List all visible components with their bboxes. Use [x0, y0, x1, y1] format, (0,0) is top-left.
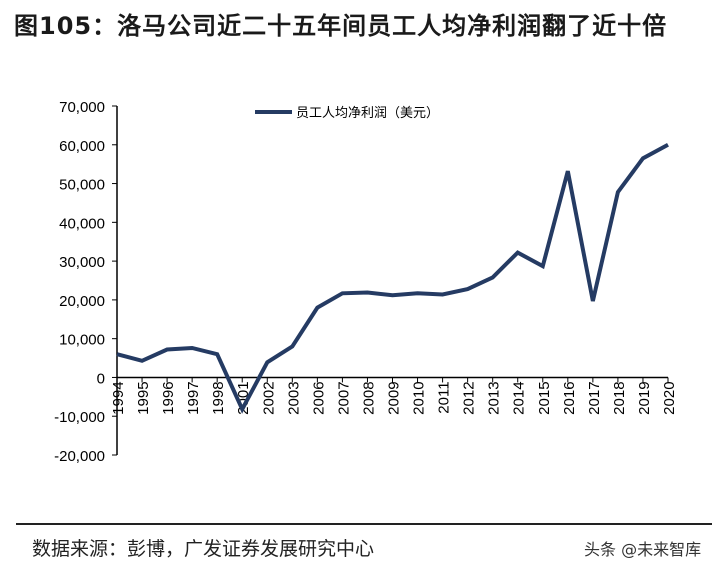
legend-label: 员工人均净利润（美元） — [296, 106, 439, 121]
x-tick-label: 2010 — [411, 381, 428, 414]
y-tick-label: 50,000 — [59, 177, 105, 194]
y-tick-label: 70,000 — [59, 99, 105, 116]
x-tick-label: 2017 — [586, 381, 603, 414]
x-tick-label: 2006 — [310, 381, 327, 414]
x-tick-label: 2020 — [661, 381, 678, 414]
divider — [16, 523, 712, 525]
x-tick-label: 1996 — [160, 381, 177, 414]
x-tick-label: 2015 — [536, 381, 553, 414]
x-tick-label: 2008 — [360, 381, 377, 414]
line-chart: 70,000 60,000 50,000 40,000 30,000 20,000 10,0… — [54, 99, 678, 465]
x-tick-label: 2014 — [511, 381, 528, 414]
x-tick-label: 1995 — [135, 381, 152, 414]
watermark: 头条 @未来智库 — [584, 540, 702, 559]
x-tick-label: 2009 — [386, 381, 403, 414]
y-tick-label: -10,000 — [54, 409, 105, 426]
series-line — [116, 143, 669, 414]
y-tick-label: 30,000 — [59, 254, 105, 271]
y-tick-label: 20,000 — [59, 293, 105, 310]
x-tick-label: 2002 — [260, 381, 277, 414]
y-tick-label: 40,000 — [59, 215, 105, 232]
x-tick-label: 2003 — [285, 381, 302, 414]
x-tick-label: 1997 — [185, 381, 202, 414]
x-tick-label: 1994 — [110, 381, 127, 414]
y-tick-label: 0 — [97, 370, 105, 387]
figure-title: 图105：洛马公司近二十五年间员工人均净利润翻了近十倍 — [14, 12, 668, 40]
x-tick-label: 2013 — [486, 381, 503, 414]
x-tick-label: 1998 — [210, 381, 227, 414]
x-tick-label: 2012 — [461, 381, 478, 414]
x-tick-label: 2007 — [335, 381, 352, 414]
x-tick-label: 2011 — [436, 381, 453, 413]
y-tick-label: -20,000 — [54, 448, 105, 465]
x-tick-label: 2019 — [636, 381, 653, 414]
x-tick-label: 2018 — [611, 381, 628, 414]
source-note: 数据来源：彭博，广发证券发展研究中心 — [32, 538, 375, 560]
x-tick-label: 2016 — [561, 381, 578, 414]
y-tick-label: 60,000 — [59, 138, 105, 155]
y-tick-label: 10,000 — [59, 332, 105, 349]
